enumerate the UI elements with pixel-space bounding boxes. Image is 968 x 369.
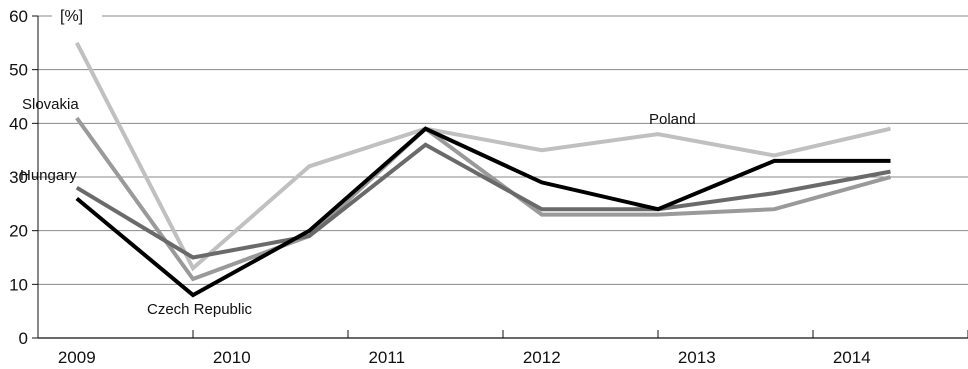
y-unit-label-bg: [52, 2, 102, 28]
x-tick-label-2012: 2012: [523, 348, 561, 367]
y-unit-label: [%]: [60, 8, 83, 25]
series-line-poland: [75, 41, 891, 272]
axes: [32, 15, 968, 339]
y-tick-label-60: 60: [9, 7, 28, 26]
y-tick-label-50: 50: [9, 61, 28, 80]
x-tick-label-2014: 2014: [833, 348, 871, 367]
y-tick-label-20: 20: [9, 222, 28, 241]
series-label-poland: Poland: [649, 111, 696, 128]
y-tick-labels: 0 10 20 30 40 50 60: [9, 7, 28, 348]
series-line-czech-republic: [75, 126, 891, 298]
x-tick-label-2009: 2009: [58, 348, 96, 367]
series-lines: [75, 41, 892, 298]
y-tick-label-40: 40: [9, 114, 28, 133]
x-tick-labels: 2009 2010 2011 2012 2013 2014: [58, 348, 871, 367]
x-tick-label-2011: 2011: [368, 348, 405, 367]
series-label-hungary: Hungary: [20, 167, 77, 184]
x-tick-label-2010: 2010: [213, 348, 251, 367]
series-line-slovakia: [75, 116, 892, 282]
x-tick-label-2013: 2013: [678, 348, 716, 367]
series-label-slovakia: Slovakia: [22, 96, 79, 113]
y-tick-label-30: 30: [9, 168, 28, 187]
series-line-hungary: [75, 142, 891, 260]
y-tick-label-0: 0: [19, 329, 28, 348]
y-tick-label-10: 10: [9, 275, 28, 294]
series-label-czech-republic: Czech Republic: [147, 301, 253, 318]
gridlines: [38, 15, 968, 285]
